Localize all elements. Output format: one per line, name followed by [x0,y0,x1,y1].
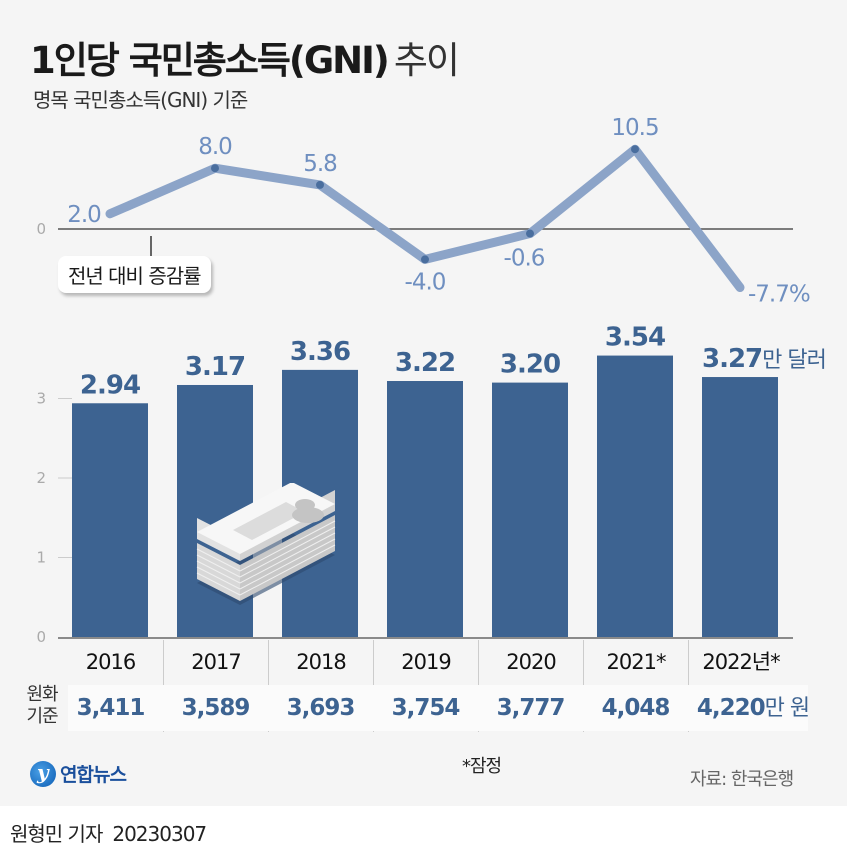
y-tick-label: 0 [36,628,46,646]
title-bold: 1인당 국민총소득(GNI) [30,39,390,82]
krw-row-label: 원화 기준 [20,684,64,728]
krw-value: 3,589 [181,695,251,721]
line-point [526,229,534,238]
byline-date: 20230307 [112,822,207,846]
bar [597,355,673,637]
krw-value: 4,048 [601,695,671,721]
bar-unit-label: 만 달러 [762,348,826,373]
bar [492,382,568,637]
line-data-label: 2.0 [67,202,101,228]
y-tick-label: 1 [36,549,46,567]
source-credit: 자료: 한국은행 [690,769,794,790]
krw-value: 3,693 [286,695,356,721]
line-data-label: -4.0 [405,269,446,295]
x-tick-label: 2016 [85,650,136,674]
chart-subtitle: 명목 국민총소득(GNI) 기준 [33,88,248,112]
byline: 원형민 기자 20230307 [10,818,207,847]
footnote-provisional: *잠정 [462,756,502,777]
bar-data-label: 3.36 [290,337,350,367]
krw-value: 3,754 [391,695,461,721]
line-data-label: 5.8 [303,151,337,177]
line-data-label: -0.6 [504,246,545,272]
line-point [421,255,429,264]
bar-data-label: 3.17 [185,352,245,382]
line-callout-label: 전년 대비 증감률 [58,256,211,293]
title-light: 추이 [393,39,460,82]
x-axis-categories: 2016 2017 2018 2019 2020 2021* 2022년* [58,640,793,732]
money-stack-icon [196,483,336,605]
gni-bar-chart: 0 1 2 3 2.94 3.17 3.36 3.22 3.20 3.54 3.27만 달러 [36,323,826,646]
krw-row-label-line2: 기준 [26,706,58,727]
x-tick-label: 2020 [478,640,583,732]
krw-value: 3,777 [496,695,566,721]
bar [702,377,778,637]
yonhap-logo: 연합뉴스 [30,760,127,787]
line-point [211,164,219,173]
bar-data-label: 3.22 [395,348,455,378]
growth-line-chart: 0 2.0 8.0 5.8 -4.0 -0.6 10.5 -7.7% [36,115,810,308]
krw-value: 3,411 [76,695,146,721]
x-tick-label: 2018 [268,640,373,732]
y-tick-label: 3 [36,390,46,408]
line-data-label: 10.5 [611,115,658,141]
byline-author: 원형민 기자 [10,822,103,846]
krw-unit: 만 원 [764,696,810,721]
chart-svg: 0 2.0 8.0 5.8 -4.0 -0.6 10.5 -7.7% 0 1 2 3 2.94 3.17… [36,115,826,646]
bar [72,403,148,637]
callout-pointer [150,236,152,258]
line-point [631,145,639,154]
y-tick-label: 0 [36,220,46,238]
bar-data-label: 2.94 [80,370,140,400]
line-data-label: -7.7% [748,282,810,308]
krw-value: 4,220 [696,695,766,721]
bar-data-label: 3.54 [605,323,665,353]
krw-row-band [68,685,808,731]
yonhap-logo-icon [30,760,56,787]
line-data-label: 8.0 [198,134,232,160]
y-tick-label: 2 [36,469,46,487]
bar-data-label: 3.20 [500,350,560,380]
chart-title: 1인당 국민총소득(GNI) 추이 [30,30,460,84]
logo-text: 연합뉴스 [60,764,127,786]
bar [387,381,463,637]
line-point [316,180,324,189]
krw-value-last: 4,220만 원 [688,685,818,731]
krw-row-label-line1: 원화 [26,684,58,705]
bar-data-label: 3.27만 달러 [702,344,826,374]
